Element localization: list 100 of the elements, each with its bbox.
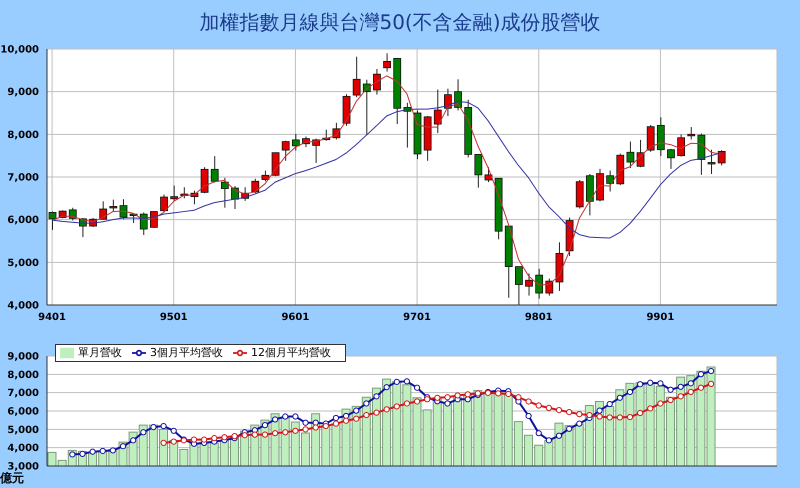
y-tick-label: 7,000 xyxy=(7,172,40,184)
y-tick-label: 5,000 xyxy=(7,424,40,436)
point xyxy=(332,420,340,427)
point xyxy=(444,394,451,400)
candlestick xyxy=(120,198,128,220)
x-tick-label: 9701 xyxy=(403,312,432,324)
y-tick-label: 6,000 xyxy=(7,215,40,226)
point xyxy=(342,418,350,424)
candlestick xyxy=(282,140,290,162)
x-tick-label: 9901 xyxy=(646,312,674,324)
point xyxy=(525,398,532,405)
x-tick-label: 9801 xyxy=(524,312,553,324)
point xyxy=(252,432,258,438)
candlestick xyxy=(170,185,178,201)
candlestick xyxy=(646,124,655,152)
candlestick xyxy=(525,272,533,296)
chart-title: 加權指數月線與台灣50(不含金融)成份股營收 xyxy=(198,9,602,36)
point xyxy=(190,436,198,443)
y-tick-label: 7,000 xyxy=(7,388,40,400)
point xyxy=(688,388,694,396)
candlestick xyxy=(626,141,634,169)
legend-label: 單月營收 xyxy=(78,346,122,360)
point xyxy=(657,400,664,407)
point xyxy=(394,403,400,410)
point xyxy=(322,422,329,430)
candlestick xyxy=(545,278,554,296)
point xyxy=(616,414,623,421)
candlestick xyxy=(474,154,482,188)
candlestick xyxy=(636,139,644,168)
x-tick-label: 9601 xyxy=(281,312,310,324)
y-tick-label: 6,000 xyxy=(7,406,40,418)
candlestick xyxy=(160,194,168,213)
point xyxy=(242,432,248,438)
point xyxy=(292,428,299,434)
y-tick-label: 9,000 xyxy=(7,352,40,363)
point xyxy=(404,400,410,407)
y-tick-label: 4,000 xyxy=(7,300,40,312)
point xyxy=(698,384,704,391)
point xyxy=(353,416,360,422)
candlestick xyxy=(606,170,614,192)
candlestick xyxy=(352,56,361,98)
y-tick-label: 3,000 xyxy=(7,462,40,473)
point xyxy=(495,390,502,397)
point xyxy=(302,426,309,432)
candlestick xyxy=(677,134,686,158)
point xyxy=(515,394,522,400)
y-tick-label: 4,000 xyxy=(7,443,40,454)
candlestick xyxy=(535,268,544,300)
candlestick xyxy=(718,150,726,166)
y-tick-label: 8,000 xyxy=(7,130,40,141)
candlestick xyxy=(667,148,675,170)
y-axis-title: 億元 xyxy=(0,471,24,485)
point xyxy=(637,410,644,416)
candlestick xyxy=(262,170,270,182)
candlestick xyxy=(514,266,523,305)
point xyxy=(586,412,593,418)
point xyxy=(262,432,268,438)
point xyxy=(272,430,278,436)
point xyxy=(373,410,380,416)
candlestick xyxy=(109,199,118,212)
candlestick xyxy=(383,52,391,72)
point xyxy=(312,424,319,431)
point xyxy=(434,394,440,401)
point xyxy=(170,438,177,445)
point xyxy=(678,393,684,400)
point xyxy=(201,436,208,443)
x-tick-label: 9501 xyxy=(160,312,188,324)
x-tick-label: 9401 xyxy=(38,312,66,324)
point xyxy=(536,402,542,409)
point xyxy=(546,404,552,411)
point xyxy=(414,398,420,405)
candlestick xyxy=(292,133,300,152)
point xyxy=(454,392,461,399)
candlestick xyxy=(484,166,492,183)
point xyxy=(566,409,572,416)
point xyxy=(384,406,390,412)
point xyxy=(211,435,218,442)
candlestick xyxy=(272,152,280,177)
point xyxy=(556,406,562,414)
legend-label: 3個月平均營收 xyxy=(150,346,223,360)
point xyxy=(647,405,654,412)
point xyxy=(596,413,603,420)
point xyxy=(363,412,370,418)
y-tick-label: 10,000 xyxy=(0,44,40,56)
point xyxy=(626,414,634,420)
candlestick xyxy=(373,68,381,96)
y-tick-label: 5,000 xyxy=(7,258,40,269)
point xyxy=(576,411,582,418)
point xyxy=(606,414,613,421)
legend-label: 12個月平均營收 xyxy=(251,346,331,360)
point xyxy=(667,396,674,404)
point xyxy=(282,429,288,436)
candlestick xyxy=(708,149,716,175)
y-tick-label: 9,000 xyxy=(7,87,40,98)
candlestick xyxy=(48,211,56,230)
point xyxy=(464,391,471,398)
point xyxy=(505,390,512,398)
candlestick xyxy=(220,177,229,208)
point xyxy=(221,434,228,440)
point xyxy=(708,380,714,387)
